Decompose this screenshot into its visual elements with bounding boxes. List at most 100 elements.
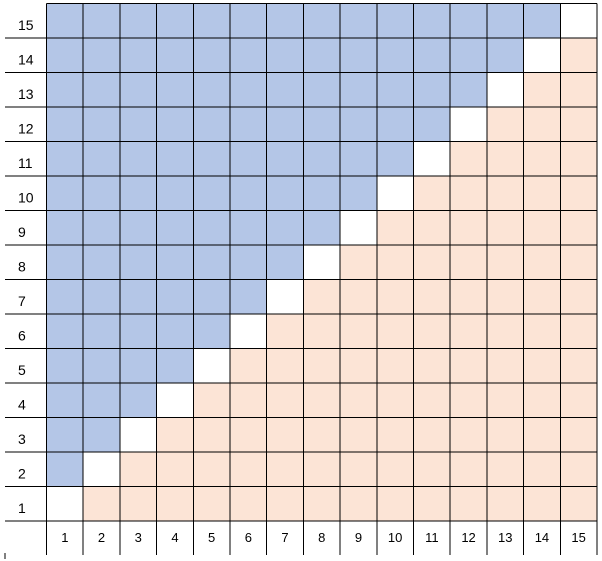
column-label: 2 bbox=[98, 530, 105, 545]
cell bbox=[156, 38, 194, 73]
cell bbox=[523, 383, 561, 418]
cell bbox=[156, 279, 194, 314]
cell bbox=[193, 245, 230, 280]
cell bbox=[46, 486, 84, 521]
cell bbox=[486, 279, 524, 314]
cell bbox=[230, 348, 267, 383]
cell bbox=[266, 245, 304, 280]
cell bbox=[523, 417, 561, 452]
cell bbox=[413, 452, 451, 487]
cell bbox=[46, 245, 84, 280]
cell bbox=[523, 3, 561, 38]
column-label: 9 bbox=[355, 530, 362, 545]
cell bbox=[193, 72, 230, 107]
cell bbox=[376, 210, 414, 245]
cell bbox=[230, 417, 267, 452]
cell bbox=[266, 107, 304, 142]
cell bbox=[266, 279, 304, 314]
cell bbox=[376, 417, 414, 452]
cell bbox=[303, 314, 341, 349]
cell bbox=[83, 452, 120, 487]
cell bbox=[230, 314, 267, 349]
cell bbox=[560, 38, 597, 73]
cell bbox=[46, 452, 84, 487]
cell bbox=[156, 383, 194, 418]
cell bbox=[303, 486, 341, 521]
cell bbox=[340, 3, 377, 38]
cell bbox=[413, 314, 451, 349]
cell bbox=[486, 38, 524, 73]
cell bbox=[376, 176, 414, 211]
cell bbox=[523, 245, 561, 280]
cell bbox=[523, 72, 561, 107]
cell bbox=[450, 210, 487, 245]
row-label: 7 bbox=[18, 293, 26, 309]
cell bbox=[560, 348, 597, 383]
cell bbox=[83, 38, 120, 73]
cell bbox=[560, 417, 597, 452]
column-label: 4 bbox=[171, 530, 178, 545]
cell bbox=[523, 107, 561, 142]
cell bbox=[46, 314, 84, 349]
cell bbox=[230, 3, 267, 38]
cell bbox=[413, 486, 451, 521]
cell bbox=[266, 141, 304, 176]
row-label: 1 bbox=[18, 500, 26, 516]
cell bbox=[486, 245, 524, 280]
cell bbox=[303, 348, 341, 383]
cell bbox=[46, 383, 84, 418]
cell bbox=[303, 245, 341, 280]
cell bbox=[303, 38, 341, 73]
cell bbox=[450, 383, 487, 418]
cell bbox=[340, 210, 377, 245]
cell bbox=[560, 383, 597, 418]
cell bbox=[230, 210, 267, 245]
column-label: 13 bbox=[498, 530, 512, 545]
cell bbox=[303, 107, 341, 142]
cell bbox=[230, 72, 267, 107]
cell bbox=[83, 486, 120, 521]
cell bbox=[193, 383, 230, 418]
row-label: 15 bbox=[18, 17, 34, 33]
cell bbox=[119, 107, 157, 142]
cell bbox=[340, 383, 377, 418]
cell bbox=[303, 383, 341, 418]
cell bbox=[46, 176, 84, 211]
cell bbox=[486, 314, 524, 349]
cell bbox=[486, 417, 524, 452]
cell bbox=[46, 72, 84, 107]
cell bbox=[413, 348, 451, 383]
cell bbox=[560, 245, 597, 280]
cell bbox=[266, 348, 304, 383]
cell bbox=[560, 279, 597, 314]
cell bbox=[193, 314, 230, 349]
row-label: 13 bbox=[18, 86, 34, 102]
cell bbox=[450, 279, 487, 314]
cell bbox=[156, 141, 194, 176]
cell bbox=[303, 210, 341, 245]
cell bbox=[230, 452, 267, 487]
cell bbox=[83, 72, 120, 107]
cell bbox=[119, 72, 157, 107]
cell bbox=[340, 486, 377, 521]
cell bbox=[156, 72, 194, 107]
column-label: 8 bbox=[318, 530, 325, 545]
cell bbox=[83, 314, 120, 349]
cell bbox=[340, 417, 377, 452]
row-label: 5 bbox=[18, 362, 26, 378]
cell bbox=[193, 176, 230, 211]
cell bbox=[119, 279, 157, 314]
cell bbox=[266, 314, 304, 349]
cell bbox=[303, 141, 341, 176]
cell bbox=[340, 348, 377, 383]
cell bbox=[340, 245, 377, 280]
cell bbox=[523, 38, 561, 73]
cell bbox=[83, 210, 120, 245]
cell bbox=[413, 383, 451, 418]
cell bbox=[83, 417, 120, 452]
column-label: 3 bbox=[135, 530, 142, 545]
cell bbox=[266, 452, 304, 487]
cell bbox=[376, 107, 414, 142]
cell bbox=[193, 3, 230, 38]
cell bbox=[119, 245, 157, 280]
